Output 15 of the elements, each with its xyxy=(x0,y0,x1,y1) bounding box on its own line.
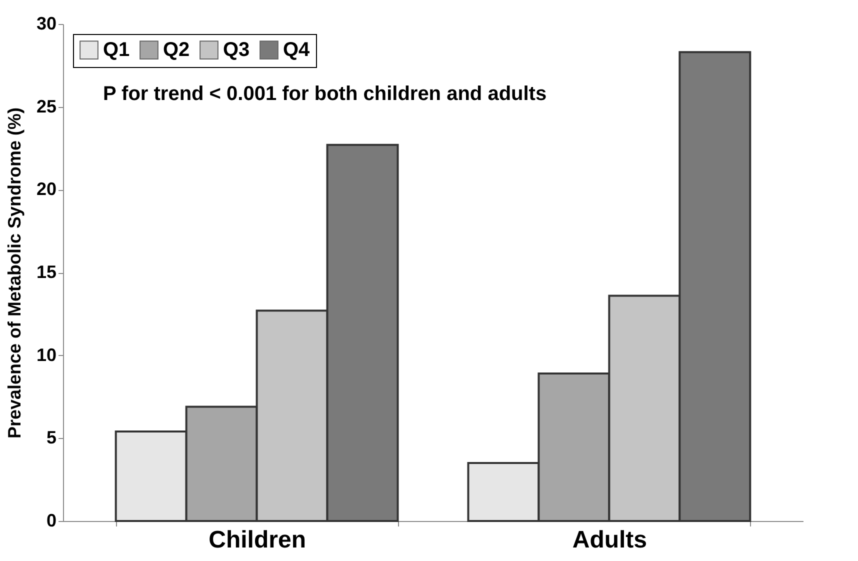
y-axis-title: Prevalence of Metabolic Syndrome (%) xyxy=(4,107,24,439)
y-tick-label: 10 xyxy=(36,344,56,365)
legend-label: Q3 xyxy=(223,39,250,62)
y-tick-label: 15 xyxy=(36,262,56,282)
legend-label: Q2 xyxy=(163,39,190,62)
legend-label: Q4 xyxy=(283,39,311,62)
y-tick-label: 5 xyxy=(46,428,56,448)
y-tick-label: 25 xyxy=(36,96,56,116)
x-tick-label: Adults xyxy=(572,526,648,554)
x-tick-label: Children xyxy=(208,526,306,554)
y-tick-label: 0 xyxy=(46,510,56,530)
legend-label: Q1 xyxy=(103,39,130,62)
y-tick-label: 20 xyxy=(36,179,56,200)
annotation: P for trend < 0.001 for both children and adults xyxy=(103,83,547,105)
y-tick-label: 30 xyxy=(36,14,56,34)
